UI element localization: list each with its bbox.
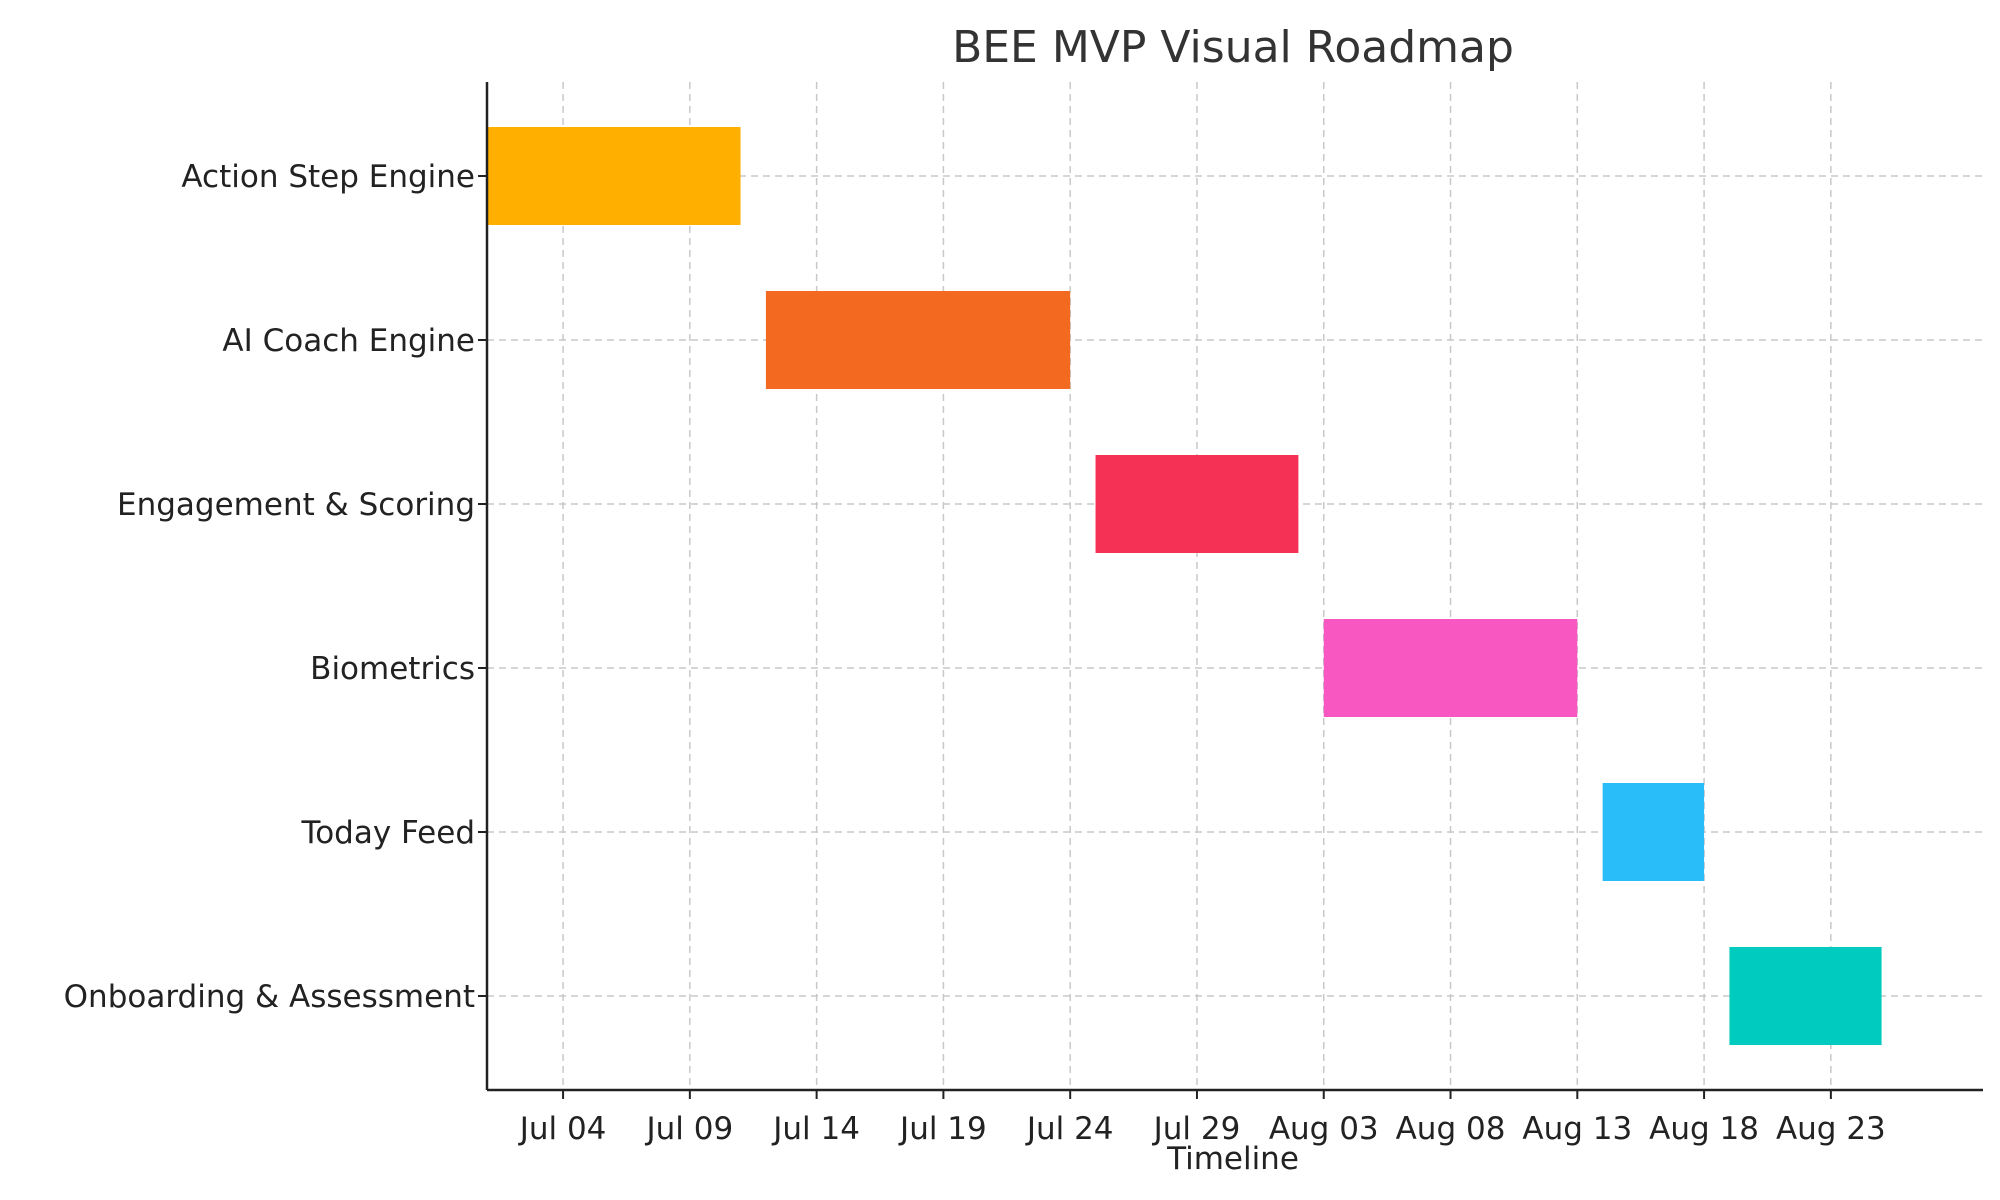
x-tick-label: Jul 04: [518, 1111, 607, 1147]
x-tick-label: Aug 03: [1269, 1111, 1379, 1147]
x-tick-label: Aug 13: [1522, 1111, 1632, 1147]
task-bar: [1729, 947, 1882, 1045]
x-tick-label: Jul 14: [771, 1111, 860, 1147]
axes: Jul 04 Jul 09 Jul 14 Jul 19 Jul 24 Jul 29 Aug …: [64, 82, 1983, 1147]
x-tick-label: Aug 23: [1776, 1111, 1886, 1147]
grid-lines: [487, 82, 1983, 1090]
y-tick-label: Biometrics: [310, 651, 475, 687]
task-bar: [1323, 619, 1578, 717]
task-bar: [1095, 455, 1299, 553]
x-axis-label: Timeline: [1166, 1141, 1299, 1177]
x-tick-label: Aug 08: [1396, 1111, 1506, 1147]
x-tick-label: Aug 18: [1649, 1111, 1759, 1147]
task-bar: [487, 127, 741, 225]
task-bar: [1602, 783, 1705, 881]
task-bar: [765, 291, 1071, 389]
x-tick-label: Jul 29: [1152, 1111, 1241, 1147]
y-tick-label: Onboarding & Assessment: [64, 979, 475, 1015]
y-tick-label: Today Feed: [301, 815, 475, 851]
x-tick-label: Jul 19: [898, 1111, 987, 1147]
x-tick-label: Jul 24: [1025, 1111, 1114, 1147]
x-tick-label: Jul 09: [644, 1111, 733, 1147]
y-tick-label: Engagement & Scoring: [117, 487, 475, 523]
y-tick-label: Action Step Engine: [181, 159, 475, 195]
task-bars: [487, 127, 1882, 1045]
chart-title: BEE MVP Visual Roadmap: [952, 22, 1514, 73]
y-tick-label: AI Coach Engine: [222, 323, 475, 359]
